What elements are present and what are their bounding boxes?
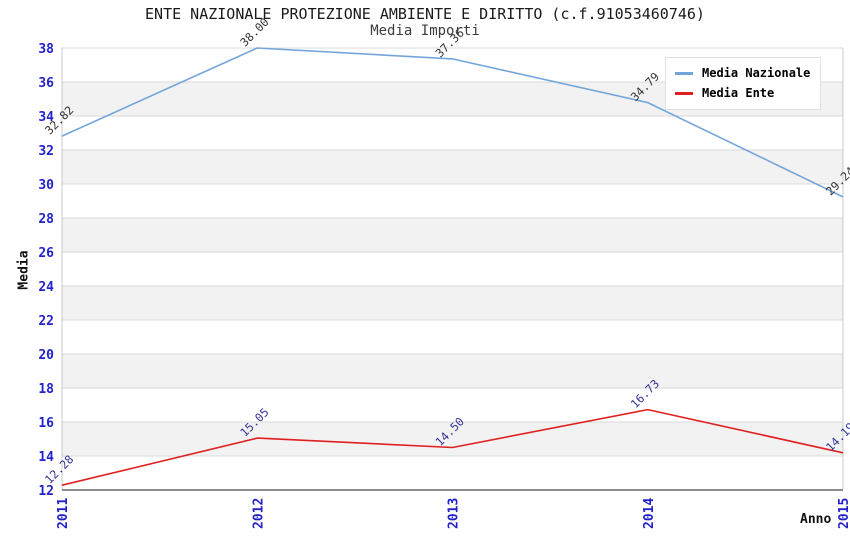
chart-subtitle: Media Importi xyxy=(370,23,480,39)
legend-item-media-nazionale: Media Nazionale xyxy=(675,63,810,83)
y-tick-label: 28 xyxy=(38,212,54,227)
y-tick-label: 36 xyxy=(38,76,54,91)
y-tick-label: 16 xyxy=(38,416,54,431)
grid-band xyxy=(62,218,843,252)
grid-band xyxy=(62,150,843,184)
value-label: 38.00 xyxy=(237,15,271,49)
y-tick-label: 30 xyxy=(38,178,54,193)
x-tick-label: 2012 xyxy=(251,498,266,529)
x-axis-title: Anno xyxy=(800,512,832,527)
grid-band xyxy=(62,422,843,456)
series-line xyxy=(61,408,844,486)
chart-title: ENTE NAZIONALE PROTEZIONE AMBIENTE E DIR… xyxy=(145,5,705,23)
legend-label-media-nazionale: Media Nazionale xyxy=(702,66,811,80)
x-tick-label: 2015 xyxy=(837,498,850,529)
legend-swatch-red-line-icon xyxy=(675,91,693,95)
x-tick-label: 2014 xyxy=(642,498,657,529)
grid-band xyxy=(62,354,843,388)
series-line xyxy=(61,47,844,198)
legend-item-media-ente: Media Ente xyxy=(675,83,810,103)
y-tick-label: 38 xyxy=(38,42,54,57)
legend-label-media-ente: Media Ente xyxy=(702,86,775,100)
y-tick-label: 22 xyxy=(38,314,54,329)
x-tick-label: 2011 xyxy=(56,498,71,529)
y-tick-label: 12 xyxy=(38,484,54,499)
y-tick-label: 18 xyxy=(38,382,54,397)
grid-band xyxy=(62,286,843,320)
y-tick-label: 24 xyxy=(38,280,54,295)
y-tick-label: 14 xyxy=(38,450,54,465)
legend: Media Nazionale Media Ente xyxy=(665,57,822,110)
y-tick-label: 32 xyxy=(38,144,54,159)
value-label: 37.36 xyxy=(432,26,466,60)
legend-swatch-blue-line-icon xyxy=(675,71,693,75)
x-tick-label: 2013 xyxy=(447,498,462,529)
y-tick-label: 34 xyxy=(38,110,54,125)
y-tick-label: 26 xyxy=(38,246,54,261)
y-tick-label: 20 xyxy=(38,348,54,363)
